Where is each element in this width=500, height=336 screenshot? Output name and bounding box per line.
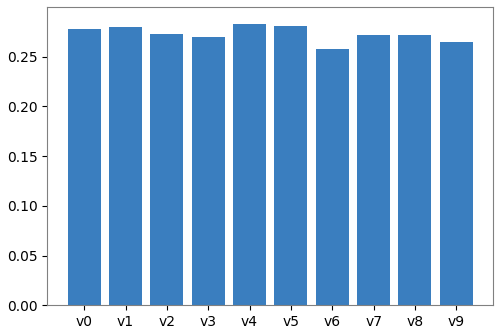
Bar — [233, 24, 266, 305]
Bar — [440, 42, 473, 305]
Bar — [192, 37, 225, 305]
Bar — [316, 49, 349, 305]
Bar — [357, 35, 390, 305]
Bar — [150, 34, 184, 305]
Bar — [109, 27, 142, 305]
Bar — [68, 29, 100, 305]
Bar — [398, 35, 432, 305]
Bar — [274, 26, 308, 305]
